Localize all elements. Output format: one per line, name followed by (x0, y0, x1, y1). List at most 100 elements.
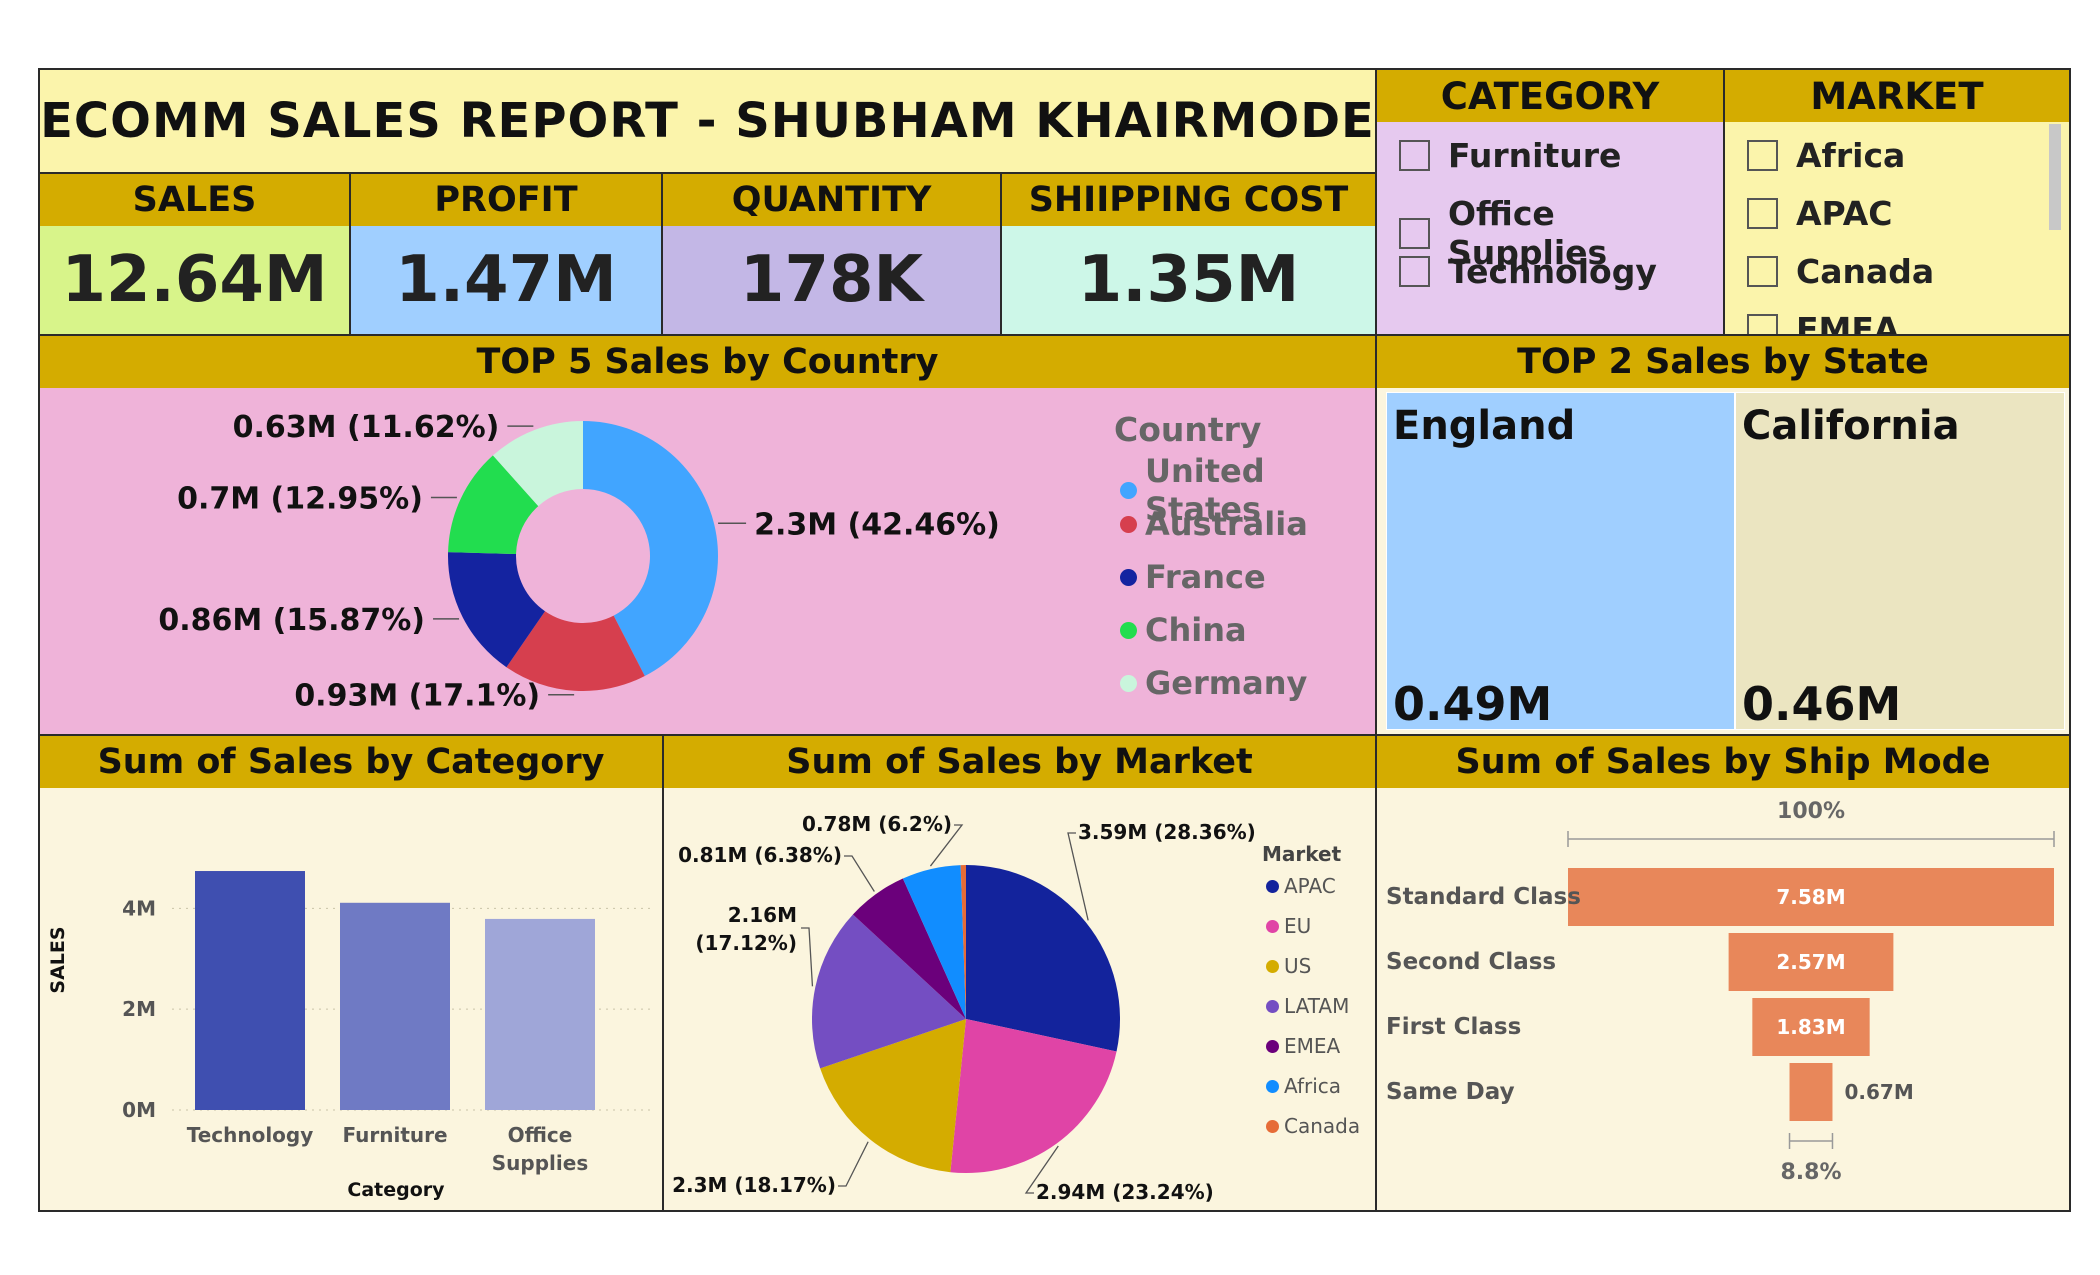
category-option-furniture[interactable]: Furniture (1399, 136, 1621, 175)
leader-line (801, 927, 814, 987)
legend-swatch (1266, 1079, 1279, 1093)
funnel-category-label: Standard Class (1386, 884, 1581, 910)
legend-swatch (1120, 621, 1137, 639)
legend-swatch (1266, 919, 1279, 933)
report-title-panel: ECOMM SALES REPORT - SHUBHAM KHAIRMODE (38, 68, 1377, 174)
legend-item-us[interactable]: US (1266, 954, 1311, 978)
legend-item-canada[interactable]: Canada (1266, 1114, 1360, 1138)
market-option-label: APAC (1796, 194, 1893, 233)
legend-label: Canada (1284, 1114, 1361, 1138)
bar-office-supplies[interactable] (485, 918, 595, 1110)
pie-slice-africa[interactable] (902, 865, 966, 1019)
category-option-office-supplies[interactable]: Office Supplies (1399, 194, 1723, 272)
pie-data-label: 3.59M (28.36%) (1078, 820, 1256, 844)
pie-slice-eu[interactable] (950, 1019, 1117, 1173)
leader-line (838, 1141, 869, 1187)
pie-slice-latam[interactable] (812, 914, 966, 1069)
checkbox[interactable] (1747, 256, 1778, 287)
funnel-bar-second-class[interactable] (1728, 933, 1894, 991)
state-chart-title: TOP 2 Sales by State (1377, 336, 2069, 388)
donut-data-label: 0.63M (11.62%) (233, 410, 500, 445)
checkbox[interactable] (1747, 198, 1778, 229)
legend-label: France (1145, 558, 1266, 596)
kpi-label: QUANTITY (663, 174, 1000, 226)
legend-label: United States (1145, 452, 1265, 528)
country-legend-title: Country (1114, 410, 1262, 449)
market-option-africa[interactable]: Africa (1747, 136, 1905, 175)
legend-item-australia[interactable]: Australia (1120, 505, 1308, 543)
funnel-value-label: 0.67M (1844, 1080, 1913, 1104)
legend-item-africa[interactable]: Africa (1266, 1074, 1341, 1098)
checkbox[interactable] (1399, 140, 1430, 171)
legend-item-apac[interactable]: APAC (1266, 874, 1336, 898)
treemap-tile-california[interactable]: California 0.46M (1735, 392, 2065, 731)
donut-slice-united-states[interactable] (583, 421, 719, 677)
funnel-value-label: 7.58M (1776, 885, 1845, 909)
y-tick-label: 0M (122, 1098, 156, 1122)
market-slicer-scrollbar[interactable] (2049, 124, 2061, 230)
pie-slice-apac[interactable] (966, 865, 1120, 1052)
category-option-technology[interactable]: Technology (1399, 252, 1657, 291)
leader-line (1067, 832, 1089, 921)
funnel-category-label: Same Day (1386, 1079, 1515, 1105)
legend-item-united-states[interactable]: United States (1120, 452, 1375, 528)
pie-slice-emea[interactable] (852, 878, 966, 1019)
legend-item-emea[interactable]: EMEA (1266, 1034, 1340, 1058)
legend-label: Africa (1284, 1074, 1342, 1098)
kpi-value: 1.47M (395, 243, 617, 317)
legend-item-france[interactable]: France (1120, 558, 1266, 596)
donut-slice-germany[interactable] (492, 421, 583, 507)
market-option-emea[interactable]: EMEA (1747, 310, 1899, 334)
legend-item-china[interactable]: China (1120, 611, 1247, 649)
market-pie-chart: 3.59M (28.36%) 2.94M (23.24%) 2.3M (18.17%… (672, 812, 1256, 1204)
market-option-canada[interactable]: Canada (1747, 252, 1934, 291)
kpi-label: SHIIPPING COST (1002, 174, 1375, 226)
market-slicer: MARKET Africa APAC Canada EMEA (1723, 68, 2071, 336)
legend-label: EU (1284, 914, 1312, 938)
funnel-bar-first-class[interactable] (1752, 998, 1870, 1056)
pie-data-label: 0.81M (6.38%) (678, 843, 842, 867)
funnel-category-label: Second Class (1386, 949, 1556, 975)
legend-label: US (1284, 954, 1312, 978)
donut-slice-australia[interactable] (506, 611, 645, 691)
shipmode-funnel-panel: Sum of Sales by Ship Mode 100% Standard C… (1375, 734, 2071, 1212)
legend-item-latam[interactable]: LATAM (1266, 994, 1349, 1018)
bar-technology[interactable] (195, 871, 305, 1110)
donut-slice-france[interactable] (448, 552, 546, 668)
funnel-bar-same-day[interactable] (1789, 1063, 1833, 1121)
x-axis-label: Category (347, 1179, 445, 1201)
pie-slice-us[interactable] (820, 1019, 966, 1173)
legend-swatch (1120, 674, 1137, 692)
checkbox[interactable] (1399, 217, 1430, 249)
checkbox[interactable] (1399, 256, 1430, 287)
treemap-tile-label: England (1393, 403, 1576, 449)
kpi-value: 12.64M (61, 243, 328, 317)
pie-slice-canada[interactable] (960, 865, 966, 1019)
legend-item-germany[interactable]: Germany (1120, 664, 1307, 702)
bar-furniture[interactable] (340, 902, 450, 1110)
kpi-card-shipping-cost: SHIIPPING COST 1.35M (1000, 172, 1377, 336)
legend-item-eu[interactable]: EU (1266, 914, 1311, 938)
market-pie-title: Sum of Sales by Market (664, 736, 1375, 788)
funnel-value-label: 1.83M (1776, 1015, 1845, 1039)
kpi-label: SALES (40, 174, 349, 226)
checkbox[interactable] (1747, 140, 1778, 171)
legend-label: Australia (1145, 505, 1308, 543)
pie-data-label: 2.94M (23.24%) (1036, 1180, 1214, 1204)
x-tick-label: Technology (187, 1123, 314, 1147)
x-tick-label: Furniture (342, 1123, 447, 1147)
funnel-bar-standard-class[interactable] (1568, 868, 2054, 926)
country-donut-panel: TOP 5 Sales by Country 2.3M (42.46%) 0.93… (38, 334, 1377, 736)
legend-swatch (1120, 515, 1137, 533)
category-bar-chart: 0M 2M 4M Technology Furniture Office Supplies… (47, 871, 652, 1201)
donut-slice-china[interactable] (448, 455, 539, 555)
treemap-tile-england[interactable]: England 0.49M (1386, 392, 1735, 731)
checkbox[interactable] (1747, 314, 1778, 334)
kpi-value: 1.35M (1077, 243, 1300, 317)
market-option-apac[interactable]: APAC (1747, 194, 1892, 233)
report-title: ECOMM SALES REPORT - SHUBHAM KHAIRMODE (40, 93, 1375, 149)
kpi-card-sales: SALES 12.64M (38, 172, 351, 336)
legend-label: APAC (1284, 874, 1336, 898)
treemap-tile-value: 0.49M (1393, 677, 1553, 731)
legend-label: China (1145, 611, 1247, 649)
